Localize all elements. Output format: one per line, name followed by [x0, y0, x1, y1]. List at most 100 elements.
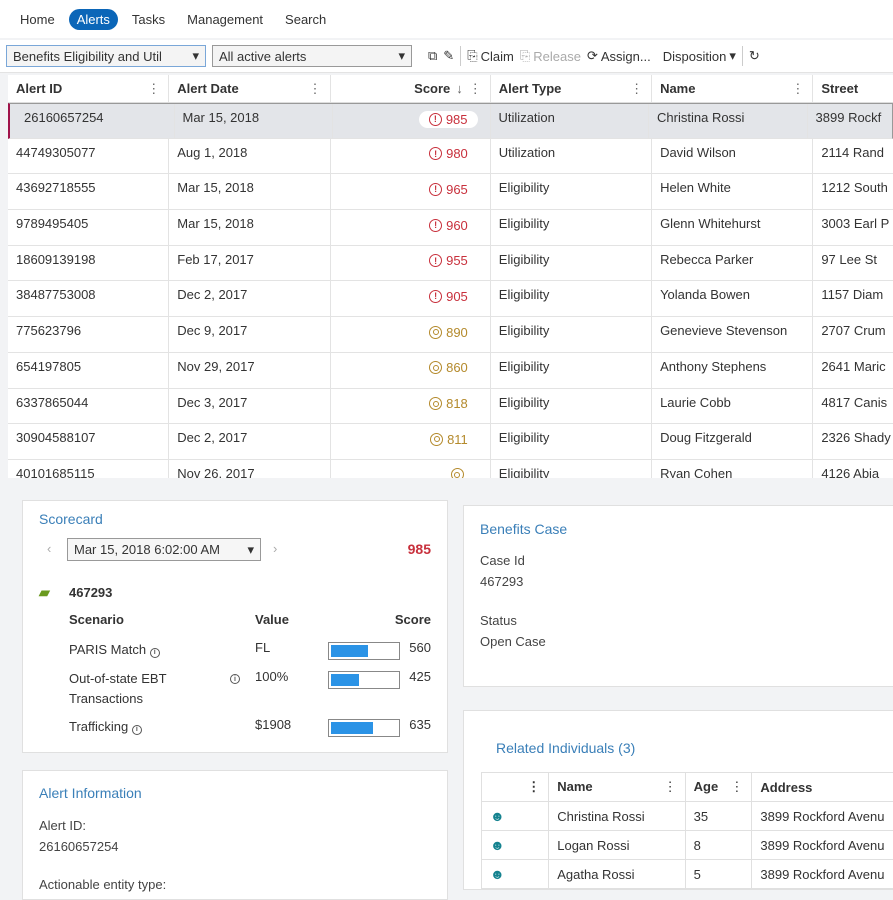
score-value: 965: [446, 182, 468, 197]
col-name[interactable]: Name⋮: [652, 75, 813, 102]
cell-alert-id: 9789495405: [8, 210, 169, 245]
column-menu-icon[interactable]: ⋮: [630, 81, 643, 96]
table-row[interactable]: 26160657254 Mar 15, 2018 !985 Utilizatio…: [8, 103, 893, 139]
score-badge: !955: [419, 252, 478, 269]
header-label: Score: [414, 81, 450, 96]
score-badge: 860: [419, 359, 478, 376]
col-alert-type[interactable]: Alert Type⋮: [491, 75, 652, 102]
scenario-name: Out-of-state EBT Transactions: [69, 669, 179, 709]
column-menu-icon[interactable]: ⋮: [482, 773, 549, 802]
case-folder-icon: ▰: [39, 584, 50, 601]
cell-alert-id: 43692718555: [8, 174, 169, 209]
info-icon[interactable]: i: [132, 725, 142, 735]
scenario-label: PARIS Match: [69, 642, 146, 657]
nav-home[interactable]: Home: [12, 9, 63, 30]
scenario-value: FL: [255, 640, 270, 655]
table-row[interactable]: 775623796 Dec 9, 2017 890 Eligibility Ge…: [8, 317, 893, 353]
column-menu-icon[interactable]: ⋮: [147, 81, 160, 96]
table-row[interactable]: 40101685115 Nov 26, 2017 Eligibility Rya…: [8, 460, 893, 478]
scenario-name: Trafficking i: [69, 717, 239, 737]
related-address: 3899 Rockford Avenu: [752, 860, 893, 889]
table-row[interactable]: 30904588107 Dec 2, 2017 811 Eligibility …: [8, 424, 893, 460]
filter-value: All active alerts: [219, 49, 306, 64]
case-id-label: Case Id: [480, 553, 525, 568]
nav-search[interactable]: Search: [277, 9, 334, 30]
release-icon: ⎘: [520, 48, 530, 64]
info-icon[interactable]: i: [150, 648, 160, 658]
filter-select[interactable]: All active alerts▾: [212, 45, 412, 67]
table-row[interactable]: 38487753008 Dec 2, 2017 !905 Eligibility…: [8, 281, 893, 317]
related-age: 5: [685, 860, 752, 889]
table-row[interactable]: 654197805 Nov 29, 2017 860 Eligibility A…: [8, 353, 893, 389]
scenario-label: Out-of-state EBT Transactions: [69, 671, 166, 706]
cell-name: Genevieve Stevenson: [652, 317, 813, 352]
score-value: 985: [446, 112, 468, 127]
nav-alerts[interactable]: Alerts: [69, 9, 118, 30]
scorecard-title: Scorecard: [39, 511, 103, 527]
score-bar: [328, 719, 400, 737]
column-menu-icon[interactable]: ⋮: [309, 81, 322, 96]
queue-select[interactable]: Benefits Eligibility and Util▾: [6, 45, 206, 67]
cell-street: 2641 Maric: [813, 353, 893, 388]
cell-alert-date: Mar 15, 2018: [169, 210, 330, 245]
score-badge: !905: [419, 288, 478, 305]
alert-medium-icon: [429, 326, 442, 339]
header-label: Alert Date: [177, 81, 238, 96]
alert-medium-icon: [430, 433, 443, 446]
copy-icon[interactable]: ⧉: [428, 48, 437, 64]
nav-tasks[interactable]: Tasks: [124, 9, 173, 30]
cell-name: Yolanda Bowen: [652, 281, 813, 316]
col-alert-date[interactable]: Alert Date ⋮: [169, 75, 330, 102]
score-value: 955: [446, 253, 468, 268]
table-row[interactable]: 18609139198 Feb 17, 2017 !955 Eligibilit…: [8, 246, 893, 282]
cell-name: Anthony Stephens: [652, 353, 813, 388]
person-icon: ☻: [490, 866, 505, 882]
related-name: Christina Rossi: [549, 802, 685, 831]
score-badge: [441, 467, 478, 478]
alert-information-panel: Alert Information Alert ID: 26160657254 …: [22, 770, 448, 900]
refresh-icon[interactable]: ↻: [749, 48, 760, 64]
column-menu-icon[interactable]: ⋮: [469, 81, 482, 96]
cell-score: !960: [331, 210, 491, 245]
cell-score: 818: [331, 389, 491, 424]
score-badge: 811: [420, 431, 478, 448]
cell-alert-type: Eligibility: [491, 424, 652, 459]
edit-icon[interactable]: ✎: [443, 48, 454, 64]
cell-street: 1157 Diam: [813, 281, 893, 316]
alert-high-icon: !: [429, 219, 442, 232]
col-score[interactable]: Score↓⋮: [331, 75, 491, 102]
cell-street: 2326 Shady: [813, 424, 893, 459]
cell-alert-type: Eligibility: [491, 389, 652, 424]
col-alert-id[interactable]: Alert ID⋮: [8, 75, 169, 102]
scorecard-date-select[interactable]: Mar 15, 2018 6:02:00 AM▾: [67, 538, 261, 561]
disposition-button[interactable]: Disposition▾: [663, 48, 736, 64]
col-street[interactable]: Street: [813, 75, 893, 102]
col-address[interactable]: Address: [752, 773, 893, 802]
table-row[interactable]: 6337865044 Dec 3, 2017 818 Eligibility L…: [8, 389, 893, 425]
assign-button[interactable]: ⟳Assign...: [587, 48, 651, 64]
status-value: Open Case: [480, 634, 546, 649]
case-id-value: 467293: [480, 574, 523, 589]
divider: [460, 46, 461, 66]
cell-alert-type: Eligibility: [491, 317, 652, 352]
col-age[interactable]: Age⋮: [685, 773, 752, 802]
cell-name: Glenn Whitehurst: [652, 210, 813, 245]
col-name[interactable]: Name⋮: [549, 773, 685, 802]
next-icon[interactable]: ›: [273, 541, 277, 556]
scorecard-total: 985: [408, 541, 431, 557]
claim-button[interactable]: ⎘Claim: [467, 48, 514, 64]
nav-management[interactable]: Management: [179, 9, 271, 30]
table-row[interactable]: 9789495405 Mar 15, 2018 !960 Eligibility…: [8, 210, 893, 246]
table-row[interactable]: 44749305077 Aug 1, 2018 !980 Utilization…: [8, 139, 893, 175]
cell-alert-date: Feb 17, 2017: [169, 246, 330, 281]
prev-icon[interactable]: ‹: [47, 541, 51, 556]
column-menu-icon[interactable]: ⋮: [791, 81, 804, 96]
cell-alert-date: Dec 9, 2017: [169, 317, 330, 352]
info-icon[interactable]: i: [230, 674, 240, 684]
table-row[interactable]: 43692718555 Mar 15, 2018 !965 Eligibilit…: [8, 174, 893, 210]
release-button[interactable]: ⎘Release: [520, 48, 581, 64]
